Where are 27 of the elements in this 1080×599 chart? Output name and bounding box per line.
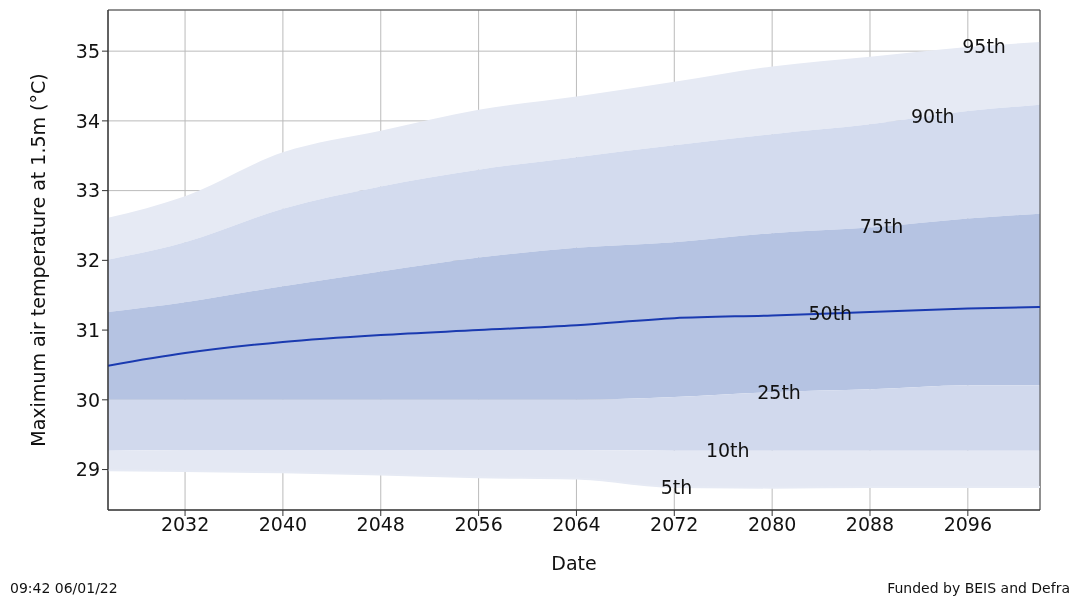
x-tick-label: 2096 [943,513,993,536]
x-tick-label: 2064 [552,513,601,536]
x-axis-title: Date [551,552,597,574]
line-series [108,306,1040,367]
series-label: 25th [757,380,801,403]
x-tick-label: 2056 [454,513,503,536]
series-label: 10th [705,439,750,462]
text: Funded by BEIS and Defra [887,580,1070,596]
x-tick-label: 2040 [258,513,308,536]
x-tick-label: 2072 [650,513,699,536]
x-tick-label: 2032 [160,513,210,536]
series-label: 90th [910,104,955,127]
y-tick-label: 34 [75,109,100,132]
series-label: 75th [859,215,904,238]
x-tick-label: 2088 [845,513,895,536]
y-tick-label: 30 [75,388,100,411]
y-tick-label: 31 [75,318,100,341]
y-tick-label: 32 [75,249,100,272]
series-label: 95th [962,34,1006,57]
x-tick-label: 2048 [356,513,405,536]
y-tick-label: 35 [75,39,100,62]
y-axis-title: Maximum air temperature at 1.5m (°C) [26,73,49,447]
series-label: 5th [660,475,693,498]
y-tick-label: 33 [75,179,100,202]
x-tick-label: 2080 [747,513,797,536]
y-tick-label: 29 [75,458,100,481]
text: 09:42 06/01/22 [10,580,118,596]
